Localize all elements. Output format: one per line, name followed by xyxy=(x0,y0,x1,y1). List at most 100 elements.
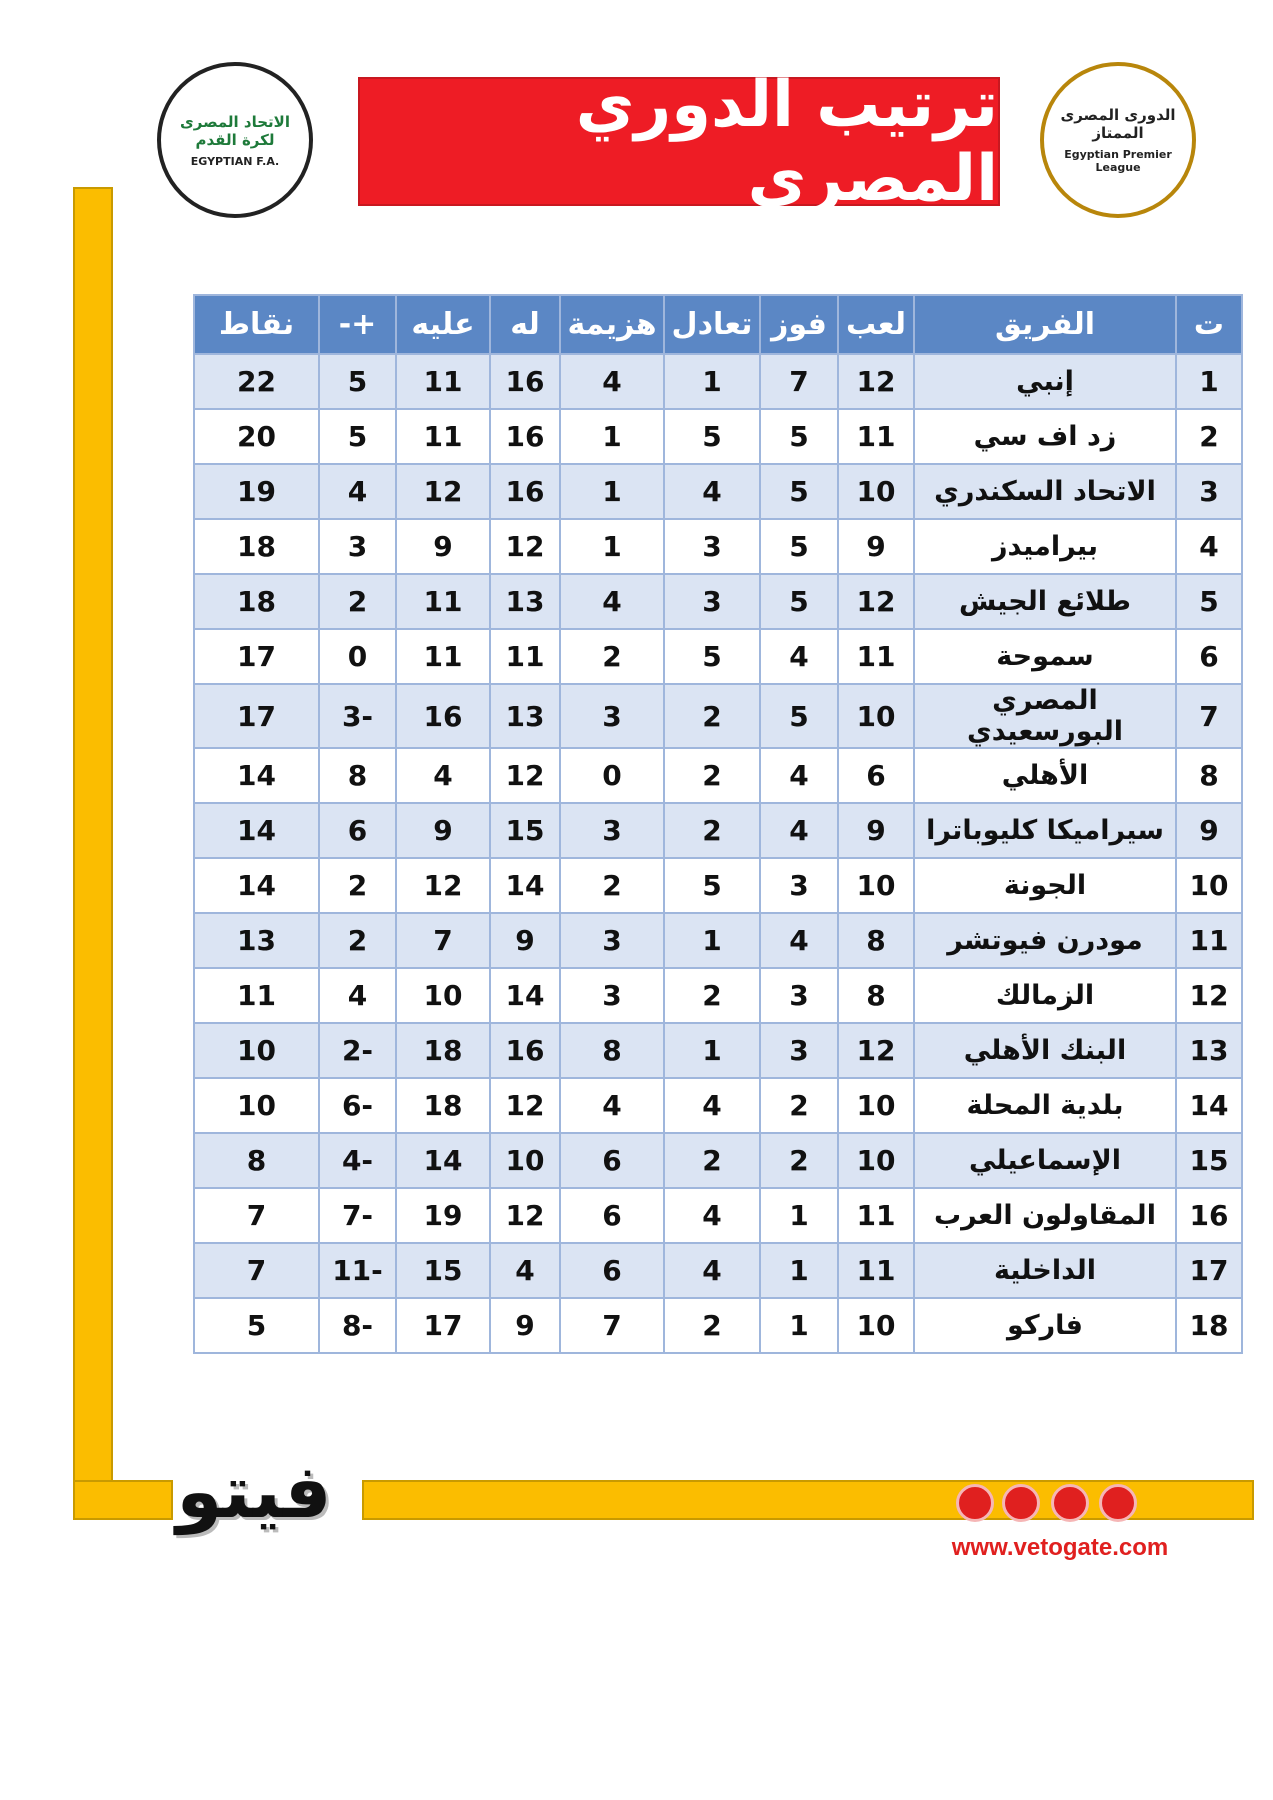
table-cell: 11 xyxy=(837,628,915,685)
table-cell: 7 xyxy=(193,1242,320,1299)
column-header: لعب xyxy=(837,294,915,355)
table-cell: 1 xyxy=(663,912,761,969)
table-cell: 5 xyxy=(663,857,761,914)
facebook-icon[interactable] xyxy=(1002,1484,1040,1522)
table-row: 7 المصري البورسعيدي 10 5 2 3 13 16 -3 17 xyxy=(193,683,1243,749)
table-row: 11 مودرن فيوتشر 8 4 1 3 9 7 2 13 xyxy=(193,912,1243,969)
table-row: 3 الاتحاد السكندري 10 5 4 1 16 12 4 19 xyxy=(193,463,1243,520)
table-cell: 10 xyxy=(837,1132,915,1189)
team-name: المصري البورسعيدي xyxy=(913,683,1177,749)
table-cell: -11 xyxy=(318,1242,397,1299)
table-cell: 3 xyxy=(559,967,665,1024)
table-cell: 12 xyxy=(489,1187,561,1244)
table-cell: 10 xyxy=(193,1077,320,1134)
table-cell: 9 xyxy=(1175,802,1243,859)
table-cell: 12 xyxy=(489,747,561,804)
team-name: مودرن فيوتشر xyxy=(913,912,1177,969)
table-cell: 4 xyxy=(759,747,839,804)
twitter-icon[interactable] xyxy=(1051,1484,1089,1522)
table-cell: 3 xyxy=(559,802,665,859)
team-name: البنك الأهلي xyxy=(913,1022,1177,1079)
column-header: له xyxy=(489,294,561,355)
side-bar xyxy=(73,187,113,1517)
table-cell: 0 xyxy=(559,747,665,804)
table-cell: 10 xyxy=(1175,857,1243,914)
team-name: سموحة xyxy=(913,628,1177,685)
table-cell: 5 xyxy=(318,408,397,465)
whatsapp-icon[interactable] xyxy=(1099,1484,1137,1522)
team-name: الاتحاد السكندري xyxy=(913,463,1177,520)
table-cell: 19 xyxy=(395,1187,491,1244)
column-header: تعادل xyxy=(663,294,761,355)
instagram-icon[interactable] xyxy=(956,1484,994,1522)
table-cell: 14 xyxy=(395,1132,491,1189)
table-cell: 4 xyxy=(489,1242,561,1299)
table-cell: 3 xyxy=(663,573,761,630)
website[interactable]: www.vetogate.com xyxy=(951,1534,1169,1561)
table-cell: 8 xyxy=(318,747,397,804)
standings-table: ت الفريق لعب فوز تعادل هزيمة له عليه +- نقاط 1 إنب… xyxy=(193,294,1243,1354)
table-cell: 2 xyxy=(663,1297,761,1354)
team-name: إنبي xyxy=(913,353,1177,410)
table-cell: 18 xyxy=(395,1022,491,1079)
table-cell: 17 xyxy=(193,628,320,685)
table-cell: 8 xyxy=(559,1022,665,1079)
table-cell: 14 xyxy=(193,747,320,804)
table-cell: 14 xyxy=(489,857,561,914)
table-cell: 3 xyxy=(759,857,839,914)
column-header: +- xyxy=(318,294,397,355)
column-header: فوز xyxy=(759,294,839,355)
table-cell: 10 xyxy=(395,967,491,1024)
table-cell: 20 xyxy=(193,408,320,465)
table-cell: -2 xyxy=(318,1022,397,1079)
table-cell: 9 xyxy=(837,518,915,575)
table-cell: -4 xyxy=(318,1132,397,1189)
team-name: بيراميدز xyxy=(913,518,1177,575)
table-cell: 4 xyxy=(318,463,397,520)
table-cell: 3 xyxy=(759,967,839,1024)
table-cell: 4 xyxy=(559,353,665,410)
table-cell: 1 xyxy=(759,1242,839,1299)
table-cell: 3 xyxy=(559,912,665,969)
table-cell: 14 xyxy=(489,967,561,1024)
table-cell: 2 xyxy=(318,573,397,630)
table-row: 4 بيراميدز 9 5 3 1 12 9 3 18 xyxy=(193,518,1243,575)
table-cell: 16 xyxy=(489,1022,561,1079)
table-cell: 4 xyxy=(759,912,839,969)
table-cell: 6 xyxy=(837,747,915,804)
table-cell: 2 xyxy=(559,628,665,685)
team-name: سيراميكا كليوباترا xyxy=(913,802,1177,859)
table-cell: 18 xyxy=(193,573,320,630)
table-cell: 2 xyxy=(663,1132,761,1189)
table-cell: 11 xyxy=(395,573,491,630)
column-header: ت xyxy=(1175,294,1243,355)
table-cell: 7 xyxy=(559,1297,665,1354)
table-cell: 5 xyxy=(193,1297,320,1354)
team-name: زد اف سي xyxy=(913,408,1177,465)
table-cell: 7 xyxy=(759,353,839,410)
table-cell: 6 xyxy=(559,1242,665,1299)
table-cell: 15 xyxy=(395,1242,491,1299)
table-cell: 10 xyxy=(193,1022,320,1079)
table-cell: -8 xyxy=(318,1297,397,1354)
table-cell: 18 xyxy=(395,1077,491,1134)
table-cell: 1 xyxy=(663,1022,761,1079)
table-cell: 14 xyxy=(1175,1077,1243,1134)
table-cell: 16 xyxy=(489,353,561,410)
table-cell: 11 xyxy=(837,1242,915,1299)
table-cell: 2 xyxy=(663,683,761,749)
table-cell: 2 xyxy=(663,967,761,1024)
league-logo: الدورى المصرى الممتاز Egyptian Premier L… xyxy=(1040,62,1196,218)
table-cell: 14 xyxy=(193,857,320,914)
logo-text: EGYPTIAN F.A. xyxy=(190,154,280,168)
table-row: 12 الزمالك 8 3 2 3 14 10 4 11 xyxy=(193,967,1243,1024)
table-cell: 13 xyxy=(193,912,320,969)
table-cell: 6 xyxy=(318,802,397,859)
table-cell: 13 xyxy=(489,573,561,630)
table-cell: 2 xyxy=(1175,408,1243,465)
table-cell: 2 xyxy=(559,857,665,914)
table-cell: 9 xyxy=(837,802,915,859)
table-cell: 22 xyxy=(193,353,320,410)
table-cell: 4 xyxy=(1175,518,1243,575)
